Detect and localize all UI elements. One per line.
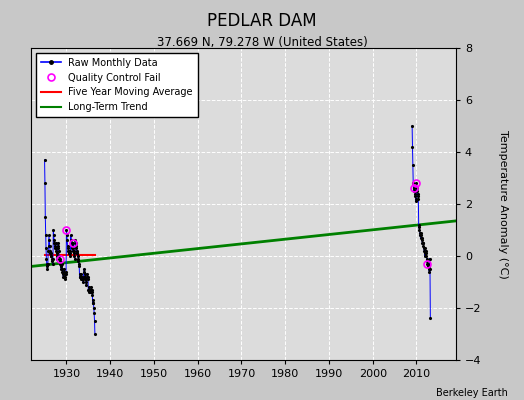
Legend: Raw Monthly Data, Quality Control Fail, Five Year Moving Average, Long-Term Tren: Raw Monthly Data, Quality Control Fail, … — [36, 53, 198, 117]
Text: Berkeley Earth: Berkeley Earth — [436, 388, 508, 398]
Y-axis label: Temperature Anomaly (°C): Temperature Anomaly (°C) — [498, 130, 508, 278]
Text: PEDLAR DAM: PEDLAR DAM — [207, 12, 317, 30]
Text: 37.669 N, 79.278 W (United States): 37.669 N, 79.278 W (United States) — [157, 36, 367, 49]
